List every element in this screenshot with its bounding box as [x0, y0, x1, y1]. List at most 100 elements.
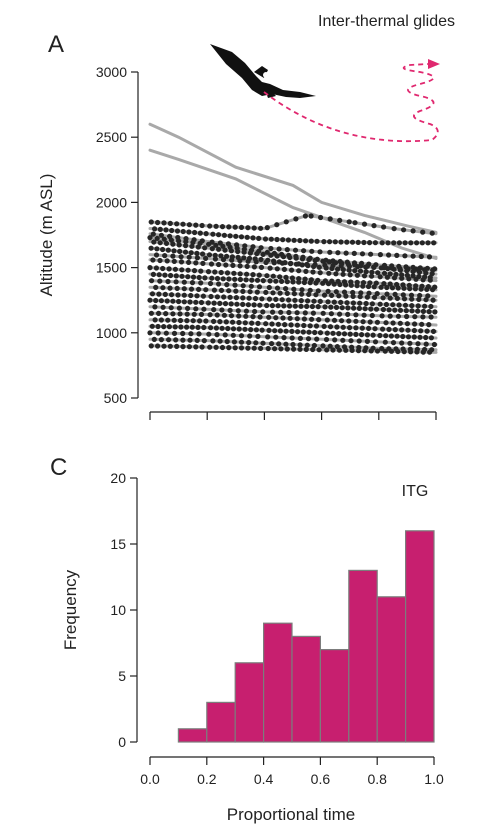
glide-point — [293, 216, 299, 222]
panel-a-letter: A — [48, 31, 64, 58]
glide-point — [186, 229, 192, 235]
glide-point — [177, 311, 183, 317]
glide-point — [171, 258, 177, 264]
glide-point — [186, 259, 192, 265]
glide-point — [320, 310, 326, 316]
glide-point — [200, 260, 206, 266]
glide-point — [217, 319, 223, 325]
glide-point — [332, 337, 338, 343]
glide-point — [344, 239, 350, 245]
glide-point — [175, 292, 181, 298]
glide-point — [374, 348, 381, 354]
glide-point — [186, 254, 192, 260]
glide-point — [279, 260, 285, 266]
glide-point — [284, 279, 290, 285]
glide-point — [390, 302, 396, 308]
glide-point — [281, 303, 287, 309]
glide-point — [346, 219, 352, 225]
glide-point — [240, 295, 246, 301]
glide-point — [287, 261, 294, 267]
glide-point — [339, 305, 345, 311]
glide-point — [299, 287, 305, 293]
glide-point — [291, 237, 297, 243]
glide-point — [212, 256, 218, 262]
glide-point — [177, 317, 184, 324]
glide-point — [356, 338, 362, 344]
glide-point — [361, 273, 368, 279]
glide-point — [407, 286, 413, 292]
glide-point — [291, 286, 297, 292]
glide-point — [166, 324, 172, 330]
glide-point — [237, 263, 243, 269]
glide-point — [344, 300, 350, 306]
glide-point — [222, 247, 228, 253]
glide-point — [323, 336, 330, 343]
glide-point — [409, 308, 415, 314]
glide-point — [385, 266, 391, 272]
glide-point — [334, 324, 340, 330]
glide-point — [169, 227, 175, 234]
glide-point — [218, 269, 224, 276]
glide-point — [227, 307, 233, 313]
glide-point — [386, 252, 392, 258]
glide-point — [353, 331, 359, 337]
glide-point — [148, 219, 154, 225]
glide-point — [243, 313, 249, 319]
glide-point — [391, 226, 397, 232]
glide-point — [317, 270, 323, 276]
glide-point — [226, 224, 232, 230]
glide-point — [412, 314, 418, 320]
glide-point — [236, 326, 242, 332]
glide-point — [321, 292, 328, 298]
glide-point — [188, 331, 194, 337]
glide-point — [343, 293, 349, 299]
glide-point — [272, 328, 278, 334]
glide-point — [283, 328, 289, 334]
glide-point — [182, 249, 189, 255]
glide-point — [256, 272, 262, 278]
glide-point — [147, 235, 153, 241]
glide-point — [270, 273, 276, 279]
glide-point — [415, 341, 421, 347]
glide-point — [352, 268, 358, 274]
glide-point — [374, 291, 380, 297]
glide-point — [363, 264, 369, 270]
glide-point — [274, 222, 280, 228]
glide-point — [173, 337, 179, 343]
glide-point — [160, 285, 166, 291]
y-tick-label: 0 — [118, 734, 126, 750]
glide-point — [224, 253, 230, 259]
glide-point — [232, 282, 238, 288]
glide-point — [155, 219, 161, 226]
glide-point — [245, 302, 251, 308]
glide-point — [423, 334, 429, 341]
glide-point — [289, 328, 295, 334]
panel-a: A Inter-thermal glides Altitude (m ASL) … — [37, 13, 455, 420]
glide-point — [231, 270, 237, 276]
glide-point — [419, 321, 425, 327]
glide-point — [361, 239, 367, 246]
glide-point — [196, 274, 202, 281]
glide-point — [402, 240, 408, 246]
glide-point — [297, 346, 303, 352]
glide-point — [158, 232, 164, 238]
glide-point — [192, 229, 198, 236]
glide-point — [196, 331, 202, 337]
glide-point — [397, 307, 404, 313]
glide-point — [224, 338, 230, 345]
glide-point — [402, 253, 408, 259]
glide-point — [209, 275, 215, 281]
glide-point — [327, 343, 333, 349]
glide-point — [206, 241, 212, 247]
glide-point — [385, 240, 391, 246]
glide-point — [154, 246, 160, 252]
glide-point — [431, 240, 437, 246]
glide-point — [170, 253, 176, 259]
glide-point — [349, 239, 356, 245]
glide-point — [257, 314, 263, 320]
glide-point — [158, 298, 164, 304]
glide-point — [280, 237, 286, 243]
glide-point — [359, 332, 365, 338]
glide-point — [371, 264, 377, 270]
glide-point — [299, 256, 306, 262]
